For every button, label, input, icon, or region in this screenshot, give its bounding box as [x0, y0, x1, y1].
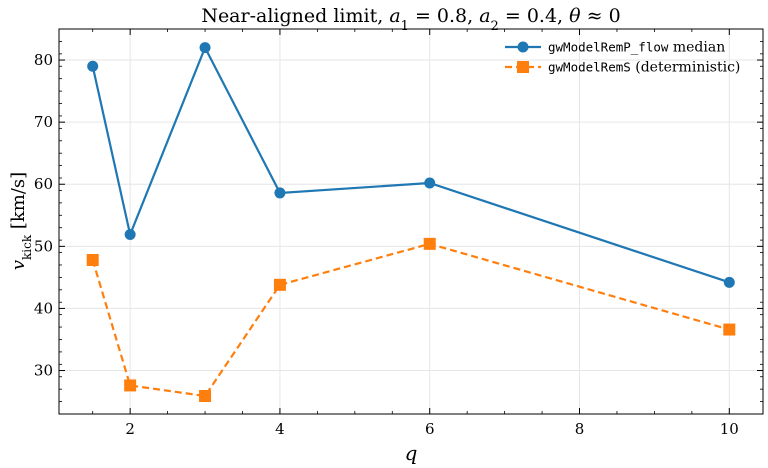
chart-title: Near-aligned limit, a1 = 0.8, a2 = 0.4, … — [201, 5, 620, 34]
legend-entry: gwModelRemP_flow median — [505, 40, 725, 56]
y-tick-label: 30 — [34, 362, 53, 380]
x-tick-label: 10 — [720, 420, 739, 438]
x-tick-label: 2 — [125, 420, 135, 438]
data-point — [273, 278, 286, 291]
legend: gwModelRemP_flow median gwModelRemS (dete… — [505, 40, 740, 76]
y-tick-label: 50 — [34, 237, 53, 255]
y-tick-label: 70 — [34, 113, 53, 131]
legend-label: gwModelRemP_flow median — [548, 40, 725, 56]
y-axis-label: vkick [km/s] — [8, 172, 34, 270]
data-point — [124, 379, 137, 392]
legend-entry: gwModelRemS (deterministic) — [505, 60, 740, 76]
data-point — [86, 254, 99, 266]
series-1 — [87, 42, 735, 288]
data-point — [424, 177, 436, 189]
data-point — [423, 237, 436, 250]
series-layer — [86, 42, 736, 402]
x-tick-label: 4 — [275, 420, 285, 438]
data-point — [274, 187, 286, 199]
ticks: 2 4 6 8 10 30 40 50 60 70 80 — [34, 28, 763, 438]
grid — [59, 29, 763, 414]
series-line — [91, 242, 730, 398]
data-point — [199, 389, 212, 402]
y-tick-label: 80 — [34, 51, 53, 69]
y-tick-label: 60 — [34, 175, 53, 193]
series-2 — [86, 237, 736, 402]
x-tick-label: 8 — [575, 420, 585, 438]
data-point — [87, 60, 99, 72]
data-point — [199, 42, 211, 54]
y-tick-label: 40 — [34, 299, 53, 317]
legend-marker — [517, 41, 529, 53]
series-line — [91, 44, 730, 284]
x-tick-label: 6 — [425, 420, 435, 438]
x-axis-label: q — [405, 441, 418, 465]
legend-marker — [517, 61, 529, 73]
legend-label: gwModelRemS (deterministic) — [548, 60, 740, 76]
plot-frame — [58, 28, 764, 415]
data-point — [124, 229, 136, 241]
data-point — [723, 276, 735, 288]
data-point — [723, 323, 736, 336]
